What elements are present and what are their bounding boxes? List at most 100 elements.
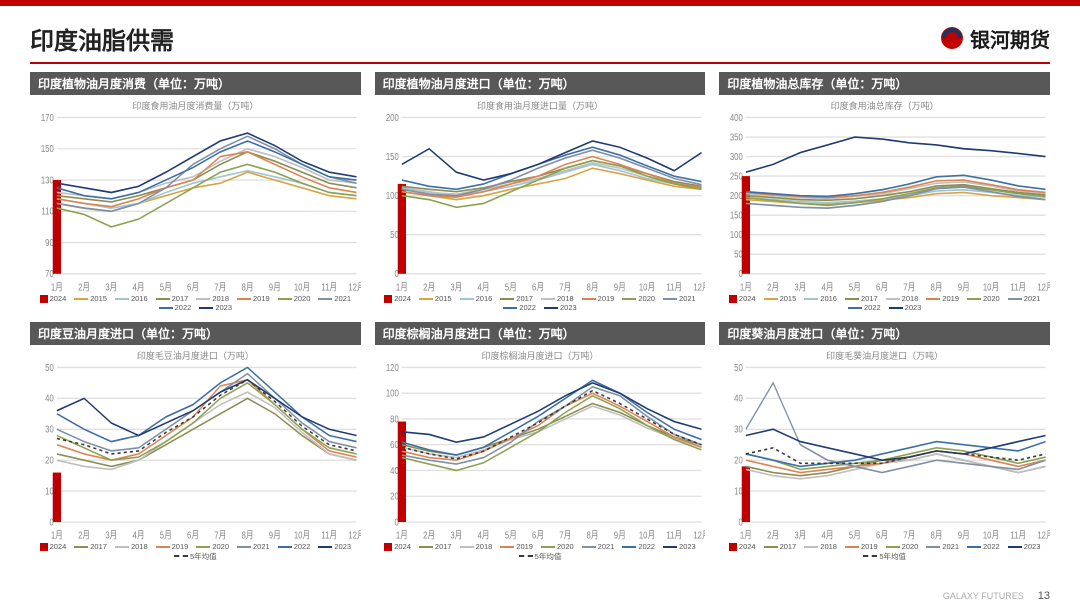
legend-label: 2020 — [557, 542, 574, 551]
legend-label: 2022 — [519, 303, 536, 312]
legend-label: 2024 — [394, 542, 411, 551]
svg-text:40: 40 — [390, 465, 399, 476]
legend-label: 2020 — [638, 294, 655, 303]
legend-swatch-line — [804, 546, 818, 548]
brand-logo: 银河期货 — [940, 24, 1050, 53]
chart-subtitle: 印度食用油月度进口量（万吨） — [375, 99, 706, 112]
legend-label: 2021 — [942, 542, 959, 551]
svg-text:3月: 3月 — [450, 529, 462, 540]
legend-label: 2023 — [1024, 542, 1041, 551]
legend-item: 2021 — [581, 542, 616, 551]
legend-item: 2016 — [114, 294, 149, 303]
svg-text:8月: 8月 — [242, 529, 254, 540]
svg-text:20: 20 — [390, 491, 399, 502]
legend-swatch-line — [156, 546, 170, 548]
legend-item: 2019 — [581, 294, 616, 303]
svg-text:150: 150 — [730, 210, 743, 221]
legend-label: 2018 — [902, 294, 919, 303]
svg-text:6月: 6月 — [532, 281, 544, 292]
chart-title-bar: 印度植物油总库存（单位：万吨） — [719, 72, 1050, 95]
legend-swatch-line — [278, 546, 292, 548]
svg-text:4月: 4月 — [822, 281, 834, 292]
chart-subtitle: 印度棕榈油月度进口（万吨） — [375, 349, 706, 362]
legend-item: 2015 — [418, 294, 453, 303]
legend-label: 2017 — [435, 542, 452, 551]
legend-swatch-line — [886, 546, 900, 548]
chart-legend: 2024201520162017201820192020202120222023 — [719, 294, 1050, 312]
chart-card: 印度棕榈油月度进口（单位：万吨）印度棕榈油月度进口（万吨）02040608010… — [375, 322, 706, 562]
svg-text:7月: 7月 — [214, 529, 226, 540]
svg-text:4月: 4月 — [477, 281, 489, 292]
svg-text:130: 130 — [41, 174, 54, 185]
legend-label: 2021 — [598, 542, 615, 551]
chart-legend: 2024201520162017201820192020202120222023 — [30, 294, 361, 312]
legend-label: 2019 — [516, 542, 533, 551]
svg-text:3月: 3月 — [105, 281, 117, 292]
svg-text:12月: 12月 — [693, 281, 705, 292]
legend-swatch-line — [419, 546, 433, 548]
legend-item: 2019 — [155, 542, 190, 551]
legend-label: 2019 — [861, 542, 878, 551]
legend-label: 2018 — [476, 542, 493, 551]
chart-title-bar: 印度棕榈油月度进口（单位：万吨） — [375, 322, 706, 345]
legend-swatch-line — [541, 298, 555, 300]
slide-title: 印度油脂供需 — [30, 21, 174, 56]
legend-item: 2024 — [383, 542, 412, 551]
svg-text:9月: 9月 — [613, 529, 625, 540]
legend-label: 2023 — [215, 303, 232, 312]
svg-text:9月: 9月 — [613, 281, 625, 292]
legend-label: 2020 — [983, 294, 1000, 303]
footer-brand: GALAXY FUTURES — [943, 591, 1024, 601]
chart-subtitle: 印度毛豆油月度进口（万吨） — [30, 349, 361, 362]
svg-text:10月: 10月 — [639, 529, 655, 540]
chart-plot: 0204060801001201月2月3月4月5月6月7月8月9月10月11月1… — [375, 362, 706, 541]
legend-label: 2022 — [175, 303, 192, 312]
svg-text:50: 50 — [390, 229, 399, 240]
legend-swatch-bar — [384, 295, 392, 303]
legend-item: 2019 — [844, 542, 879, 551]
legend-item: 2022 — [847, 303, 882, 312]
legend-label: 2019 — [172, 542, 189, 551]
legend-label: 2017 — [172, 294, 189, 303]
svg-text:8月: 8月 — [586, 529, 598, 540]
svg-text:300: 300 — [730, 151, 743, 162]
legend-label: 2016 — [820, 294, 837, 303]
legend-item: 2020 — [885, 542, 920, 551]
legend-item: 2019 — [925, 294, 960, 303]
legend-label: 2024 — [50, 542, 67, 551]
legend-swatch-line — [926, 546, 940, 548]
legend-label: 2023 — [560, 303, 577, 312]
legend-label: 2017 — [516, 294, 533, 303]
legend-swatch-line — [622, 546, 636, 548]
svg-text:200: 200 — [385, 112, 398, 123]
svg-text:12月: 12月 — [1038, 281, 1050, 292]
svg-text:4月: 4月 — [477, 529, 489, 540]
svg-text:5月: 5月 — [504, 529, 516, 540]
chart-title-bar: 印度豆油月度进口（单位：万吨） — [30, 322, 361, 345]
svg-text:6月: 6月 — [876, 529, 888, 540]
legend-swatch-line — [845, 298, 859, 300]
chart-legend: 202420172018201920202021202220235年均值 — [375, 542, 706, 562]
chart-plot: 010203040501月2月3月4月5月6月7月8月9月10月11月12月 — [30, 362, 361, 541]
svg-text:6月: 6月 — [876, 281, 888, 292]
svg-text:100: 100 — [730, 229, 743, 240]
legend-item: 2016 — [459, 294, 494, 303]
svg-text:100: 100 — [385, 388, 398, 399]
legend-swatch-line — [848, 307, 862, 309]
svg-text:9月: 9月 — [269, 281, 281, 292]
legend-label: 2019 — [253, 294, 270, 303]
legend-label: 2018 — [820, 542, 837, 551]
svg-text:30: 30 — [734, 424, 743, 435]
page-number: 13 — [1038, 590, 1050, 602]
legend-swatch-line — [1008, 546, 1022, 548]
legend-label: 2017 — [861, 294, 878, 303]
legend-label: 2024 — [739, 542, 756, 551]
legend-swatch-bar — [729, 543, 737, 551]
svg-text:60: 60 — [390, 439, 399, 450]
svg-text:10: 10 — [734, 485, 743, 496]
legend-label: 2020 — [294, 294, 311, 303]
legend-item: 2022 — [277, 542, 312, 551]
svg-text:30: 30 — [45, 424, 54, 435]
legend-swatch-line — [503, 307, 517, 309]
svg-text:11月: 11月 — [321, 529, 337, 540]
